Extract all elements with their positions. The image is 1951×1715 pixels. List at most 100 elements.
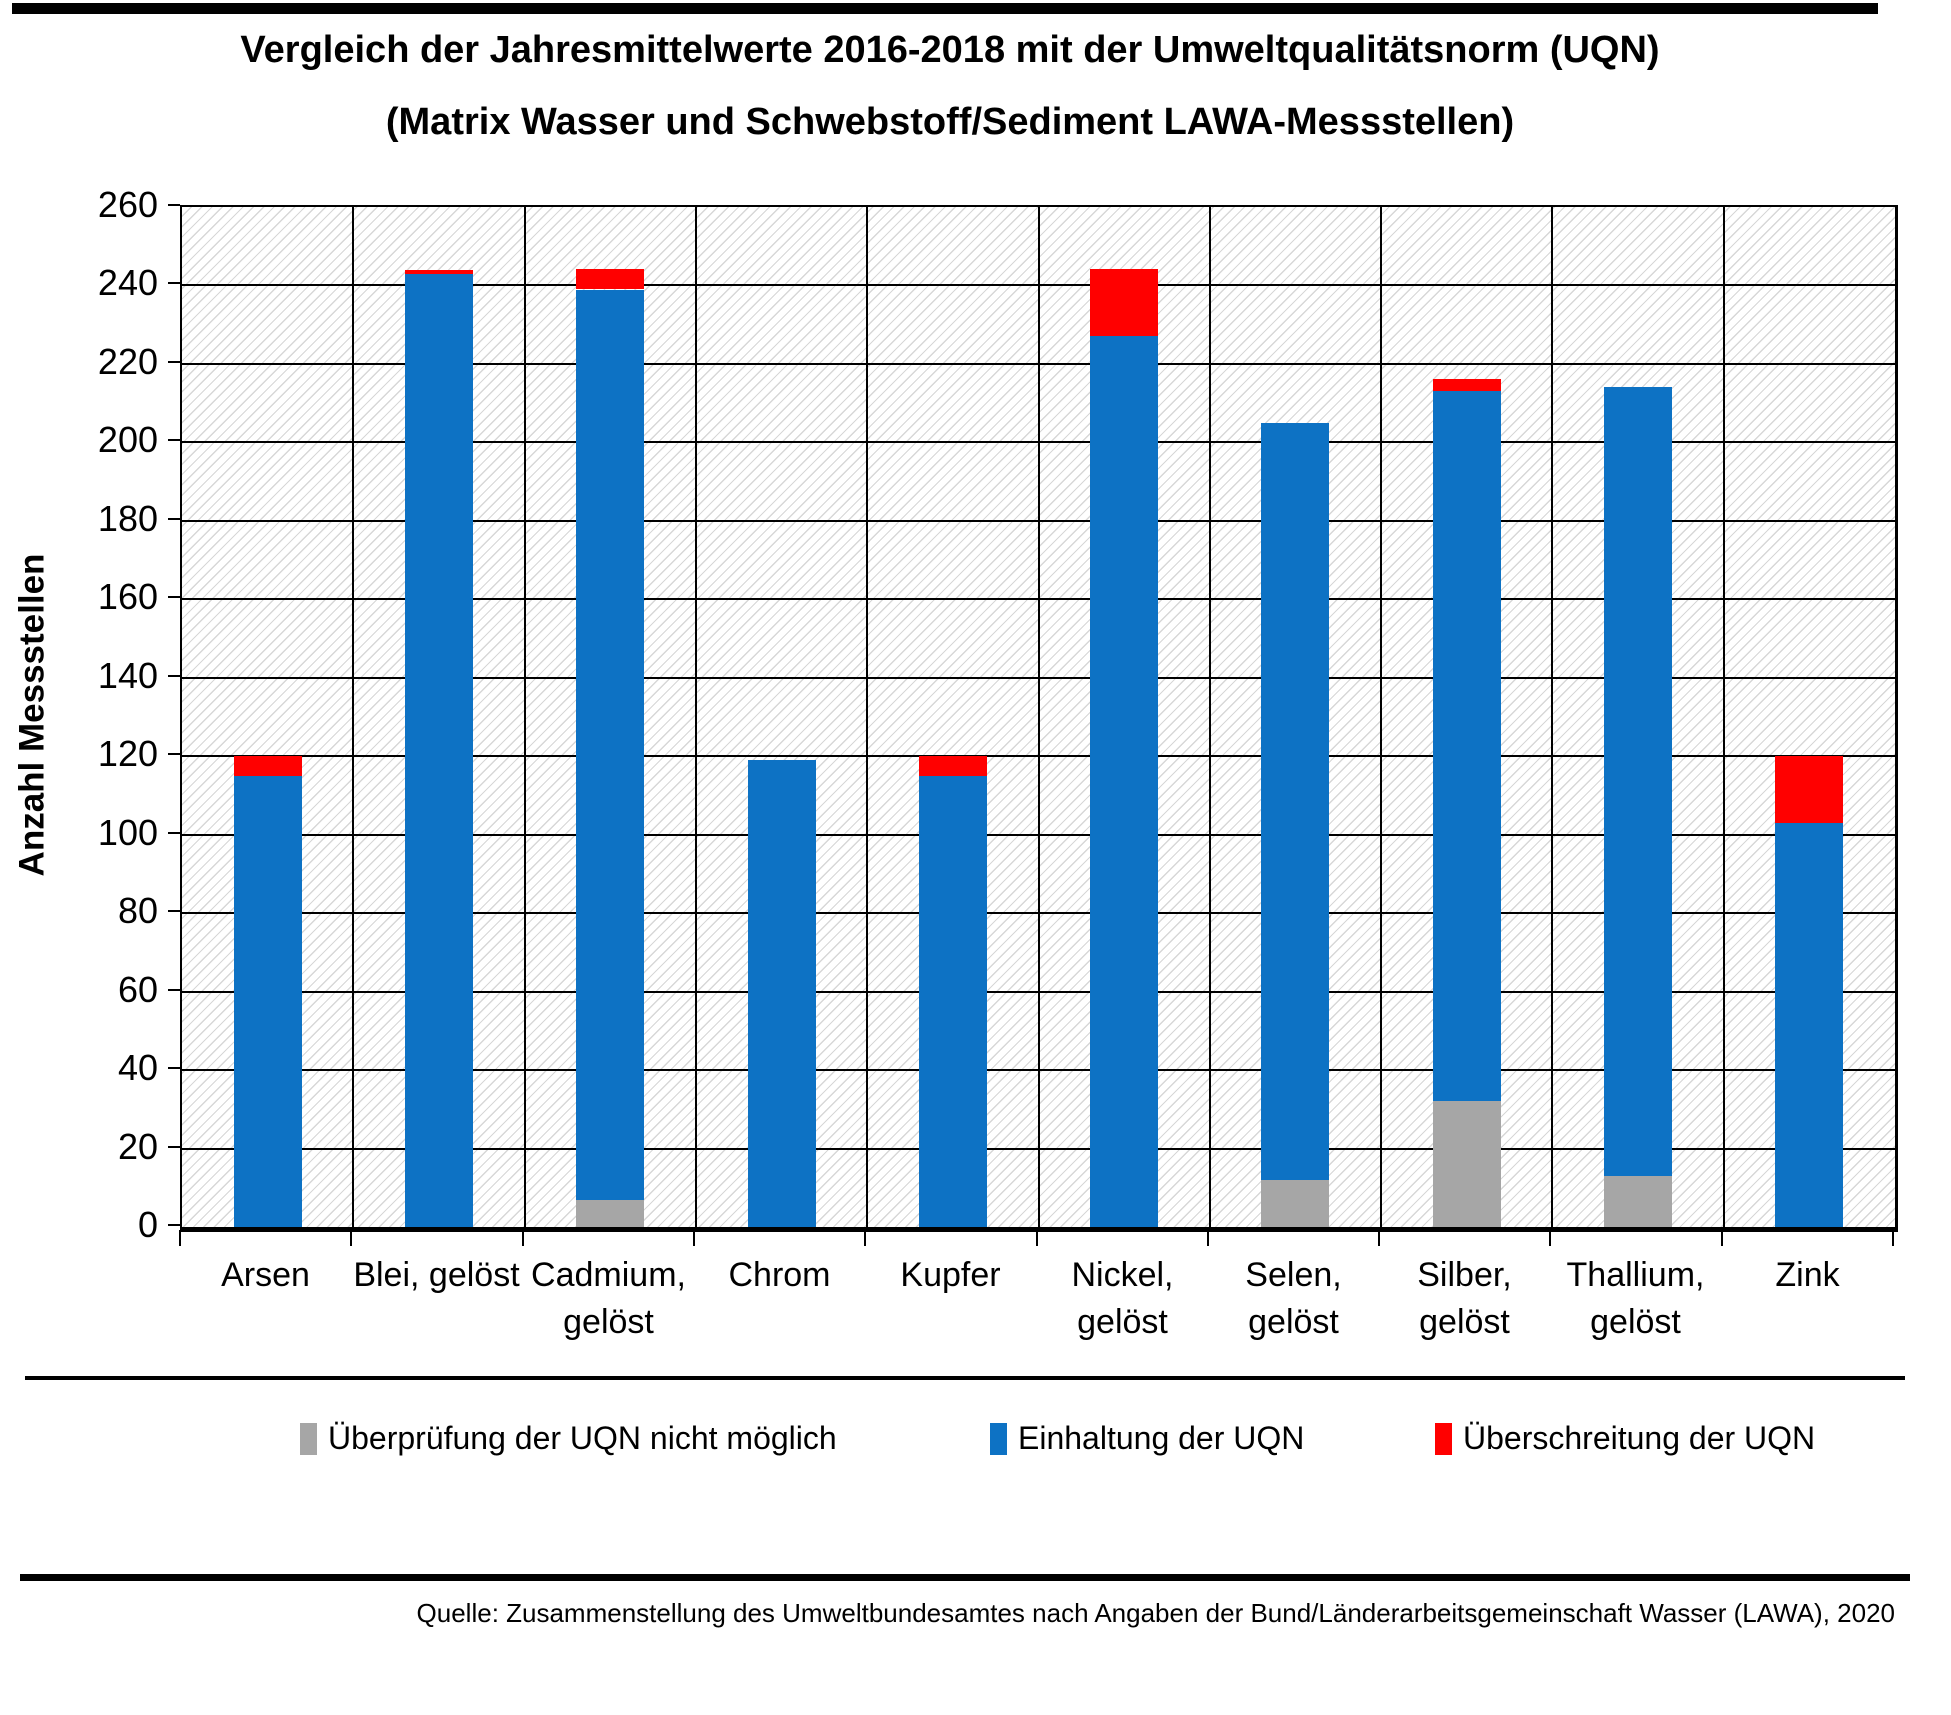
x-category-label-line: Arsen	[221, 1256, 310, 1294]
x-category-label-line: Blei, gelöst	[353, 1256, 520, 1294]
x-category-label-line: Kupfer	[900, 1256, 1001, 1294]
bar-segment-blei-gel-st-berschreitung-der-uqn	[405, 270, 473, 274]
y-tick-mark-140	[168, 675, 180, 677]
chart-title: Vergleich der Jahresmittelwerte 2016-201…	[240, 29, 1660, 71]
legend-item-einhaltung-der-uqn: Einhaltung der UQN	[990, 1420, 1304, 1457]
legend-label-berpr-fung-der-uqn-nicht-m-glich: Überprüfung der UQN nicht möglich	[328, 1420, 837, 1456]
gridline-v-9	[1722, 207, 1725, 1227]
y-tick-label-240: 240	[97, 262, 158, 303]
x-category-label-line: Zink	[1775, 1256, 1840, 1294]
legend-item-berschreitung-der-uqn: Überschreitung der UQN	[1435, 1420, 1815, 1457]
y-tick-mark-20	[168, 1146, 180, 1148]
chart-legend: Überprüfung der UQN nicht möglich Einhalt…	[0, 1420, 1951, 1470]
y-tick-label-140: 140	[97, 655, 158, 696]
bar-segment-zink-berschreitung-der-uqn	[1775, 756, 1843, 823]
y-tick-mark-60	[168, 989, 180, 991]
y-tick-mark-80	[168, 910, 180, 912]
x-category-label-line: gelöst	[1590, 1303, 1681, 1341]
x-category-label-zink: Zink	[1722, 1252, 1893, 1299]
chart-header: Vergleich der Jahresmittelwerte 2016-201…	[20, 28, 1880, 144]
gridline-v-3	[694, 207, 697, 1227]
y-tick-label-60: 60	[117, 969, 158, 1010]
y-tick-mark-100	[168, 832, 180, 834]
legend-label-berschreitung-der-uqn: Überschreitung der UQN	[1463, 1420, 1816, 1456]
x-tick-mark-8	[1549, 1230, 1551, 1246]
x-category-label-thallium-gel-st: Thallium, gelöst	[1550, 1252, 1721, 1346]
x-category-label-line: gelöst	[1419, 1303, 1510, 1341]
x-tick-mark-10	[1892, 1230, 1894, 1246]
x-category-label-line: Cadmium,	[531, 1256, 686, 1294]
gridline-v-4	[866, 207, 869, 1227]
x-category-label-line: Nickel,	[1071, 1256, 1174, 1294]
bar-segment-blei-gel-st-einhaltung-der-uqn	[405, 274, 473, 1227]
x-tick-mark-6	[1207, 1230, 1209, 1246]
gridline-v-6	[1208, 207, 1211, 1227]
y-tick-label-180: 180	[97, 498, 158, 539]
bar-segment-silber-gel-st-berschreitung-der-uqn	[1433, 379, 1501, 391]
x-category-label-selen-gel-st: Selen, gelöst	[1208, 1252, 1379, 1346]
y-tick-mark-240	[168, 282, 180, 284]
source-note: Quelle: Zusammenstellung des Umweltbunde…	[416, 1598, 1895, 1628]
gridline-v-2	[523, 207, 526, 1227]
y-tick-mark-180	[168, 518, 180, 520]
y-tick-label-100: 100	[97, 812, 158, 853]
x-category-label-nickel-gel-st: Nickel, gelöst	[1037, 1252, 1208, 1346]
legend-item-berpr-fung-der-uqn-nicht-m-glich: Überprüfung der UQN nicht möglich	[300, 1420, 837, 1457]
x-category-label-line: Chrom	[728, 1256, 831, 1294]
gridline-v-1	[352, 207, 355, 1227]
separator-rule-thick	[20, 1574, 1910, 1581]
bar-segment-arsen-einhaltung-der-uqn	[234, 776, 302, 1227]
x-category-label-line: Selen,	[1245, 1256, 1342, 1294]
x-tick-mark-5	[1036, 1230, 1038, 1246]
bar-segment-selen-gel-st-berpr-fung-der-uqn-nicht-m-glich	[1261, 1180, 1329, 1227]
bar-segment-selen-gel-st-einhaltung-der-uqn	[1261, 423, 1329, 1180]
bar-segment-zink-einhaltung-der-uqn	[1775, 823, 1843, 1227]
bar-segment-kupfer-einhaltung-der-uqn	[919, 776, 987, 1227]
legend-label-einhaltung-der-uqn: Einhaltung der UQN	[1018, 1420, 1305, 1456]
y-tick-mark-0	[168, 1224, 180, 1226]
x-category-label-line: gelöst	[1077, 1303, 1168, 1341]
gridline-v-8	[1551, 207, 1554, 1227]
x-category-label-chrom: Chrom	[694, 1252, 865, 1299]
y-tick-label-160: 160	[97, 576, 158, 617]
y-tick-mark-160	[168, 596, 180, 598]
chart-subtitle: (Matrix Wasser und Schwebstoff/Sediment …	[385, 101, 1515, 143]
x-category-label-line: Silber,	[1417, 1256, 1512, 1294]
y-tick-mark-120	[168, 753, 180, 755]
x-category-label-cadmium-gel-st: Cadmium, gelöst	[523, 1252, 694, 1346]
x-tick-mark-1	[350, 1230, 352, 1246]
y-tick-label-220: 220	[97, 341, 158, 382]
separator-rule-thin	[25, 1376, 1905, 1380]
y-tick-label-0: 0	[137, 1204, 158, 1245]
gridline-v-7	[1380, 207, 1383, 1227]
bar-segment-silber-gel-st-berpr-fung-der-uqn-nicht-m-glich	[1433, 1101, 1501, 1227]
y-tick-label-20: 20	[117, 1126, 158, 1167]
bar-segment-kupfer-berschreitung-der-uqn	[919, 756, 987, 776]
y-tick-label-40: 40	[117, 1047, 158, 1088]
legend-swatch-einhaltung-der-uqn	[990, 1422, 1007, 1455]
bar-segment-cadmium-gel-st-berschreitung-der-uqn	[576, 269, 644, 289]
y-axis-title-text: Anzahl Messstellen	[12, 553, 52, 877]
y-tick-mark-200	[168, 439, 180, 441]
bar-segment-thallium-gel-st-einhaltung-der-uqn	[1604, 387, 1672, 1176]
x-tick-mark-3	[693, 1230, 695, 1246]
bar-segment-nickel-gel-st-berschreitung-der-uqn	[1090, 269, 1158, 336]
x-tick-mark-9	[1721, 1230, 1723, 1246]
x-tick-mark-7	[1378, 1230, 1380, 1246]
bar-segment-nickel-gel-st-einhaltung-der-uqn	[1090, 336, 1158, 1227]
x-category-label-line: gelöst	[563, 1303, 654, 1341]
bar-segment-chrom-einhaltung-der-uqn	[748, 760, 816, 1227]
bar-segment-silber-gel-st-einhaltung-der-uqn	[1433, 391, 1501, 1101]
y-tick-label-80: 80	[117, 890, 158, 931]
bar-segment-arsen-berschreitung-der-uqn	[234, 756, 302, 776]
legend-swatch-berschreitung-der-uqn	[1435, 1422, 1452, 1455]
y-tick-label-260: 260	[97, 184, 158, 225]
x-tick-mark-0	[179, 1230, 181, 1246]
x-category-label-blei-gel-st: Blei, gelöst	[351, 1252, 522, 1299]
y-tick-mark-220	[168, 361, 180, 363]
x-tick-mark-4	[864, 1230, 866, 1246]
y-tick-mark-260	[168, 204, 180, 206]
legend-swatch-berpr-fung-der-uqn-nicht-m-glich	[300, 1422, 317, 1455]
top-border-bar	[12, 3, 1878, 14]
